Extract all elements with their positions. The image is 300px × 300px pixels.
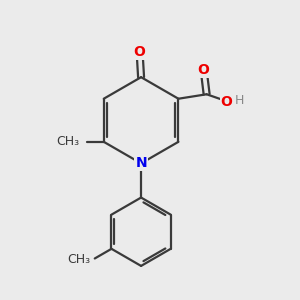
Text: CH₃: CH₃	[67, 254, 90, 266]
Text: O: O	[220, 95, 232, 109]
Text: O: O	[134, 45, 146, 59]
Text: O: O	[198, 63, 210, 77]
Text: H: H	[235, 94, 244, 107]
Text: CH₃: CH₃	[56, 135, 80, 148]
Text: N: N	[135, 156, 147, 170]
